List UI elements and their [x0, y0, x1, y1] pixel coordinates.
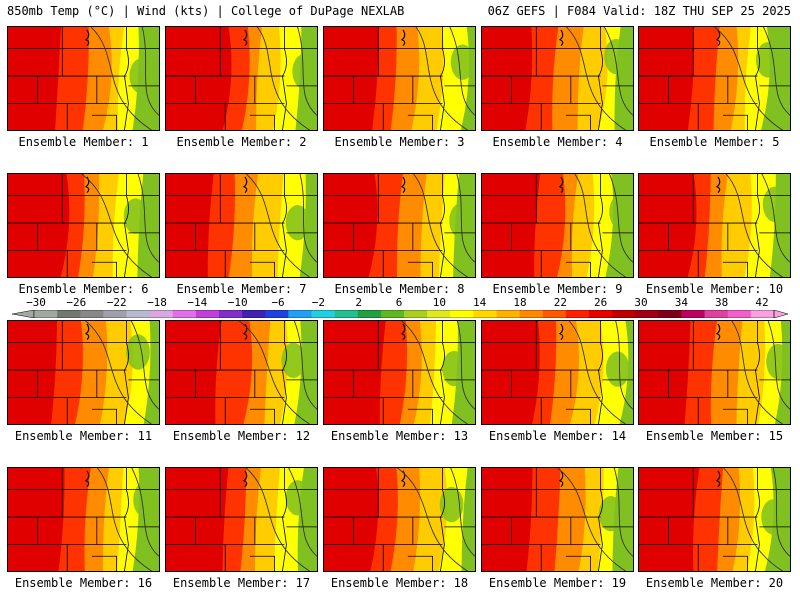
ensemble-member-label: Ensemble Member: 6	[18, 282, 149, 296]
ensemble-member-map	[323, 320, 476, 425]
ensemble-member-label: Ensemble Member: 10	[645, 282, 784, 296]
ensemble-member-label: Ensemble Member: 15	[645, 429, 784, 443]
ensemble-member-label: Ensemble Member: 8	[334, 282, 465, 296]
ensemble-member-label: Ensemble Member: 14	[488, 429, 627, 443]
colorbar-tick-label: −26	[66, 296, 87, 309]
ensemble-member-label: Ensemble Member: 12	[172, 429, 311, 443]
ensemble-member-label: Ensemble Member: 19	[488, 576, 627, 590]
colorbar-tick-label: 14	[473, 296, 487, 309]
colorbar-tick-label: 34	[674, 296, 688, 309]
map-title: 850mb Temp (°C) | Wind (kts) | College o…	[7, 4, 405, 18]
ensemble-member-map	[7, 26, 160, 131]
ensemble-member-map	[7, 320, 160, 425]
ensemble-member-label: Ensemble Member: 17	[172, 576, 311, 590]
ensemble-member-map	[323, 467, 476, 572]
ensemble-member-map	[323, 26, 476, 131]
colorbar-tick-label: −6	[271, 296, 285, 309]
ensemble-member-label: Ensemble Member: 9	[492, 282, 623, 296]
colorbar-tick-label: 10	[432, 296, 446, 309]
ensemble-member-map	[7, 173, 160, 278]
colorbar-tick-label: 2	[355, 296, 362, 309]
ensemble-member-label: Ensemble Member: 5	[649, 135, 780, 149]
ensemble-member-label: Ensemble Member: 20	[645, 576, 784, 590]
colorbar-tick-label: −2	[311, 296, 325, 309]
ensemble-member-map	[165, 26, 318, 131]
ensemble-member-map	[638, 467, 791, 572]
colorbar-tick-label: −30	[26, 296, 46, 309]
ensemble-member-label: Ensemble Member: 13	[330, 429, 469, 443]
ensemble-member-map	[323, 173, 476, 278]
colorbar-tick-label: 22	[553, 296, 567, 309]
colorbar-tick-label: 30	[634, 296, 648, 309]
ensemble-member-label: Ensemble Member: 7	[176, 282, 307, 296]
ensemble-member-label: Ensemble Member: 2	[176, 135, 307, 149]
temperature-colorbar	[12, 310, 788, 318]
colorbar-tick-label: 18	[513, 296, 527, 309]
colorbar-tick-label: −10	[227, 296, 248, 309]
ensemble-member-label: Ensemble Member: 3	[334, 135, 465, 149]
ensemble-member-label: Ensemble Member: 16	[14, 576, 153, 590]
colorbar-tick-label: 38	[715, 296, 729, 309]
colorbar-tick-label: 42	[755, 296, 769, 309]
ensemble-member-map	[481, 467, 634, 572]
ensemble-member-label: Ensemble Member: 18	[330, 576, 469, 590]
ensemble-member-map	[481, 26, 634, 131]
ensemble-member-map	[7, 467, 160, 572]
model-run-valid-time: 06Z GEFS | F084 Valid: 18Z THU SEP 25 20…	[487, 4, 791, 18]
colorbar-tick-label: −22	[106, 296, 127, 309]
colorbar-tick-label: 6	[395, 296, 403, 309]
ensemble-member-label: Ensemble Member: 4	[492, 135, 623, 149]
ensemble-member-map	[638, 26, 791, 131]
ensemble-member-map	[481, 320, 634, 425]
ensemble-member-label: Ensemble Member: 1	[18, 135, 149, 149]
ensemble-member-map	[638, 173, 791, 278]
ensemble-member-map	[165, 467, 318, 572]
colorbar-tick-label: 26	[594, 296, 608, 309]
ensemble-member-map	[481, 173, 634, 278]
ensemble-member-label: Ensemble Member: 11	[14, 429, 153, 443]
colorbar-tick-label: −14	[187, 296, 208, 309]
ensemble-member-map	[165, 320, 318, 425]
ensemble-member-map	[165, 173, 318, 278]
colorbar-tick-label: −18	[147, 296, 167, 309]
ensemble-member-map	[638, 320, 791, 425]
